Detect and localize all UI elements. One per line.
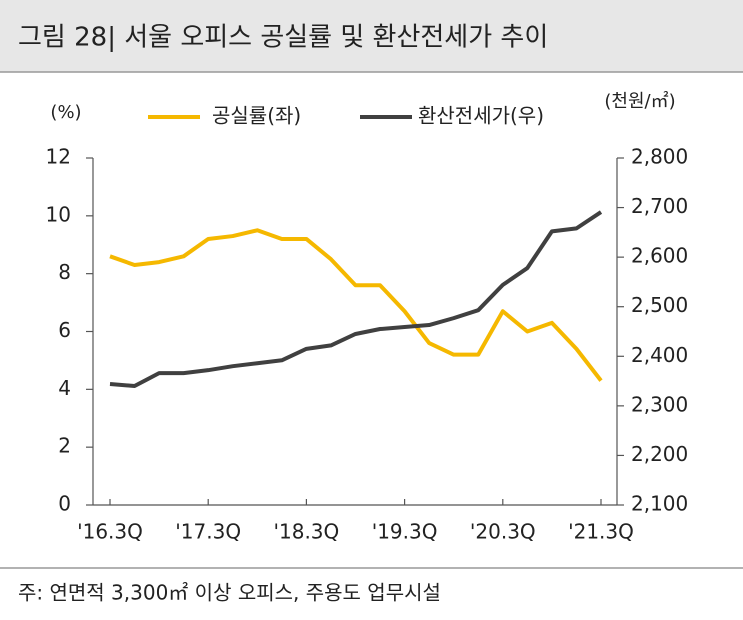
y2-tick-label: 2,400: [631, 343, 688, 367]
y-axis-unit: (%): [50, 102, 81, 123]
legend-label: 환산전세가(우): [418, 104, 544, 128]
y-tick-label: 10: [46, 202, 71, 226]
y-tick-label: 0: [58, 492, 71, 516]
x-tick-label: '16.3Q: [77, 520, 143, 544]
series-line: [109, 228, 603, 382]
y2-tick-label: 2,500: [631, 293, 688, 317]
y2-tick-label: 2,200: [631, 442, 688, 466]
x-tick-label: '21.3Q: [568, 520, 634, 544]
y2-tick-label: 2,700: [631, 194, 688, 218]
y-tick-label: 12: [46, 145, 71, 169]
y-tick-label: 4: [58, 376, 71, 400]
y-tick-label: 8: [58, 260, 71, 284]
y2-tick-label: 2,100: [631, 492, 688, 516]
chart-title: 그림 28| 서울 오피스 공실률 및 환산전세가 추이: [18, 23, 548, 53]
y2-axis-unit: (천원/㎡): [604, 90, 675, 112]
y-tick-label: 6: [58, 318, 71, 342]
x-tick-label: '18.3Q: [274, 520, 340, 544]
y2-tick-label: 2,800: [631, 145, 688, 169]
y2-tick-label: 2,600: [631, 244, 688, 268]
series-line: [109, 210, 603, 389]
title-bar: [0, 0, 743, 72]
x-tick-label: '19.3Q: [372, 520, 438, 544]
y2-tick-label: 2,300: [631, 392, 688, 416]
y-tick-label: 2: [58, 434, 71, 458]
note: 주: 연면적 3,300㎡ 이상 오피스, 주용도 업무시설: [18, 581, 441, 605]
x-tick-label: '17.3Q: [175, 520, 241, 544]
legend-label: 공실률(좌): [212, 104, 301, 128]
x-tick-label: '20.3Q: [470, 520, 536, 544]
